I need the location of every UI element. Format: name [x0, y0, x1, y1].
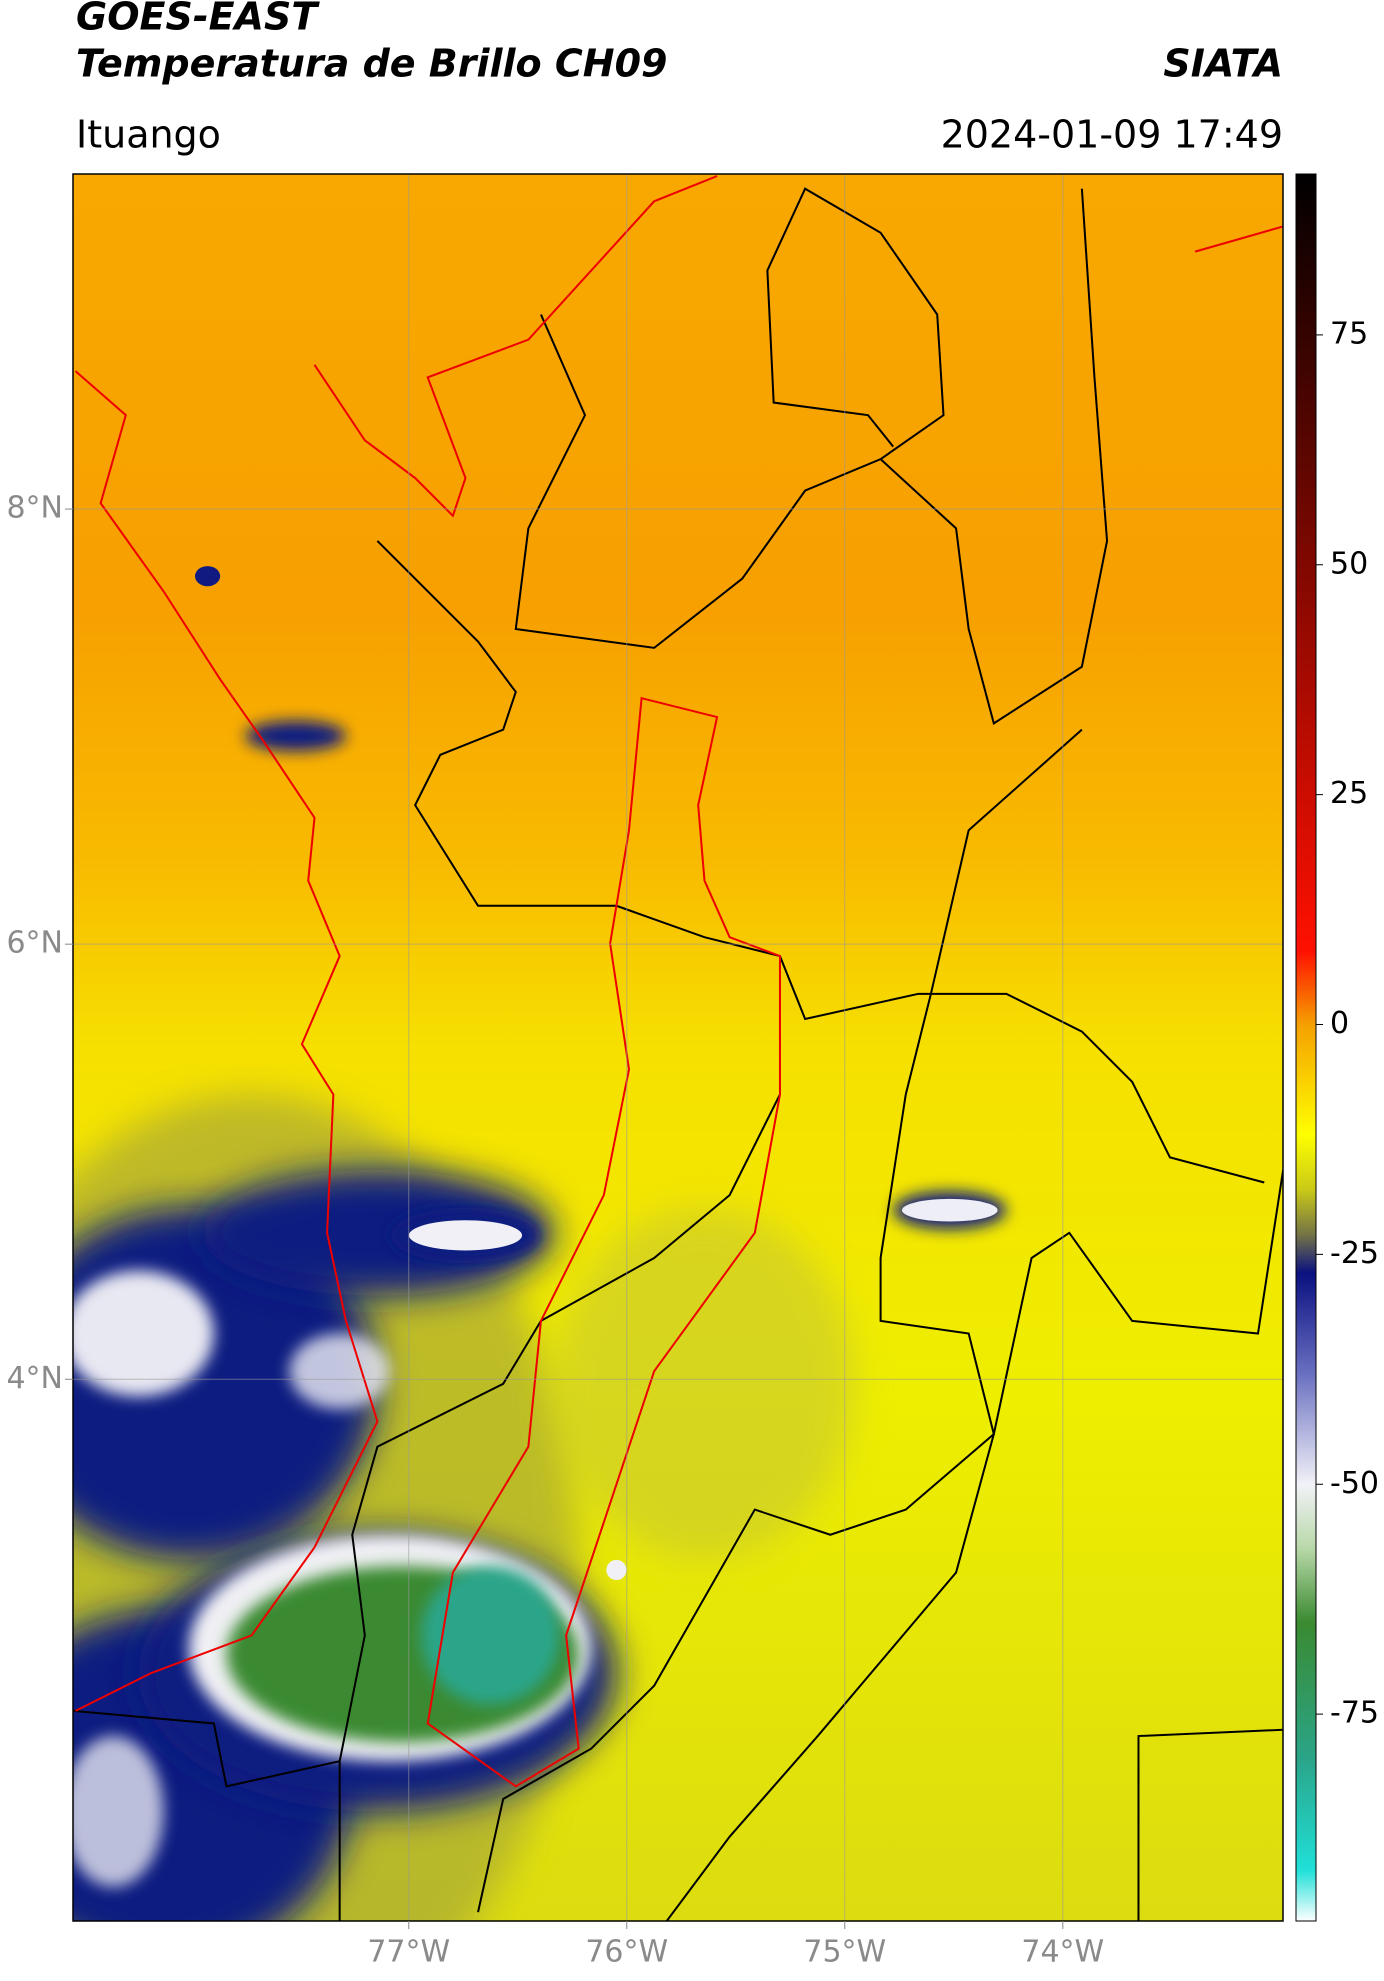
colorbar-segment — [1296, 1134, 1316, 1191]
title: GOES-EAST — [76, 0, 320, 39]
colorbar-tick-label: 0 — [1330, 1006, 1349, 1041]
colorbar-segment — [1296, 1190, 1316, 1237]
subtitle: Temperatura de Brillo CH09 — [76, 42, 667, 86]
cloud-field — [73, 566, 1007, 1921]
colorbar-tick-label: -25 — [1330, 1236, 1379, 1271]
colorbar-segment — [1296, 1548, 1316, 1623]
colorbar-segment — [1296, 1235, 1316, 1274]
colorbar-tick-label: -75 — [1330, 1696, 1379, 1731]
colorbar-segment — [1296, 1272, 1316, 1375]
x-tick-label: 74°W — [1021, 1935, 1104, 1970]
location: Ituango — [76, 113, 221, 157]
x-tick-label: 76°W — [585, 1935, 668, 1970]
x-tick-label: 77°W — [367, 1935, 450, 1970]
colorbar-segment — [1296, 1760, 1316, 1871]
map — [73, 174, 1283, 1921]
colorbar-segment — [1296, 950, 1316, 1026]
map-frame — [72, 173, 1284, 1922]
colorbar-segment — [1296, 1024, 1316, 1136]
x-tick-label: 75°W — [803, 1935, 886, 1970]
colorbar: 75 50 25 0 -25 -50 -75 — [1295, 173, 1379, 1922]
y-tick-label: 6°N — [6, 926, 63, 961]
source: SIATA — [1163, 42, 1283, 86]
grid — [73, 174, 1283, 1921]
y-tick-label: 8°N — [6, 491, 63, 526]
y-tick-label: 4°N — [6, 1361, 63, 1396]
colorbar-segment — [1296, 1484, 1316, 1550]
colorbar-segment — [1296, 1870, 1316, 1922]
colorbar-segment — [1296, 1622, 1316, 1761]
borders — [73, 175, 1283, 1921]
colorbar-tick-label: -50 — [1330, 1466, 1379, 1501]
datetime: 2024-01-09 17:49 — [941, 113, 1283, 157]
colorbar-segment — [1296, 1373, 1316, 1485]
colorbar-tick-label: 50 — [1330, 546, 1368, 581]
colorbar-tick-label: 25 — [1330, 776, 1368, 811]
colorbar-frame — [1295, 173, 1317, 1922]
colorbar-segment — [1296, 174, 1316, 952]
colorbar-tick-label: 75 — [1330, 316, 1368, 351]
